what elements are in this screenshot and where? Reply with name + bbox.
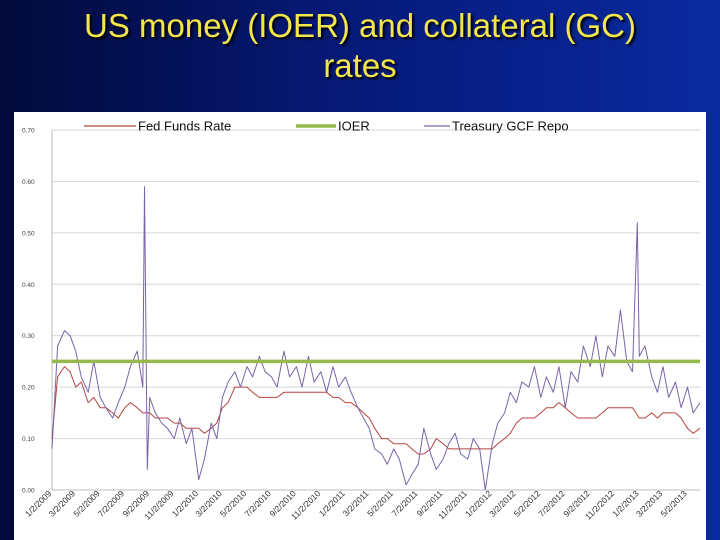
x-tick-label: 5/2/2013 [658, 488, 689, 519]
y-tick-label: 0.50 [22, 230, 35, 237]
slide-title: US money (IOER) and collateral (GC) rate… [0, 6, 720, 86]
y-tick-label: 0.40 [22, 282, 35, 289]
y-tick-label: 0.00 [22, 488, 35, 495]
axes: 0.000.100.200.300.400.500.600.701/2/2009… [22, 128, 700, 522]
y-tick-label: 0.20 [22, 385, 35, 392]
legend-label-fed-funds-rate: Fed Funds Rate [138, 119, 231, 134]
series-line-treasury-gcf-repo [51, 186, 701, 491]
legend-label-ioer: IOER [338, 119, 370, 134]
y-tick-label: 0.60 [22, 179, 35, 186]
series-line-fed-funds-rate [51, 366, 701, 455]
y-tick-label: 0.70 [22, 128, 35, 135]
legend-label-treasury-gcf-repo: Treasury GCF Repo [452, 119, 569, 134]
chart-panel: 0.00 0.10 0.20 0.30 0.40 0.50 0.60 0.70 1/2/2009… [14, 112, 706, 540]
rates-line-chart: 0.000.100.200.300.400.500.600.701/2/2009… [22, 119, 701, 522]
slide-title-line-2: rates [323, 47, 397, 84]
gridlines [52, 129, 700, 491]
x-tick-label: 7/2/2011 [390, 488, 420, 518]
y-tick-label: 0.30 [22, 333, 35, 340]
legend: Fed Funds Rate IOER Treasury GCF Repo [84, 119, 569, 134]
series-lines [51, 186, 701, 491]
slide-title-line-1: US money (IOER) and collateral (GC) [84, 7, 636, 44]
y-tick-label: 0.10 [22, 436, 35, 443]
